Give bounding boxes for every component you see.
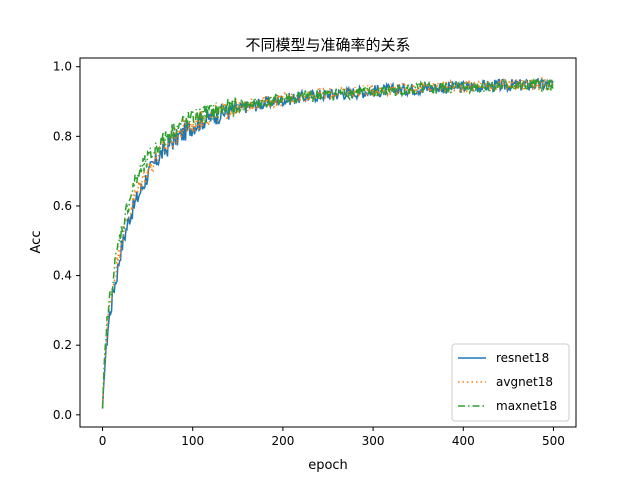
plot-area: 0 100 200 300 400 500 0.0 0.2 0.4 0.6 0.8 1.0 [53,57,577,448]
x-axis-label: epoch [308,458,348,473]
y-tick-label: 0.8 [53,129,72,143]
series-line-maxnet18 [101,77,554,409]
series-line-avgnet18 [101,76,554,405]
x-tick-label: 400 [452,434,475,448]
y-tick-label: 0.6 [53,199,72,213]
x-tick-label: 200 [271,434,294,448]
legend-label-avgnet18: avgnet18 [496,375,553,389]
y-tick-label: 0.4 [53,269,72,283]
legend: resnet18 avgnet18 maxnet18 [451,343,570,422]
plot-frame [79,57,577,428]
y-axis-label: Acc [29,231,44,254]
y-tick-label: 0.0 [53,408,72,422]
x-tick-label: 300 [362,434,385,448]
chart-title: 不同模型与准确率的关系 [245,36,410,54]
legend-box [451,343,570,422]
y-tick-label: 0.2 [53,338,72,352]
series-line-resnet18 [101,77,554,409]
legend-label-resnet18: resnet18 [496,351,549,365]
x-tick-label: 100 [181,434,204,448]
legend-label-maxnet18: maxnet18 [496,399,557,413]
x-tick-label: 0 [99,434,107,448]
y-tick-label: 1.0 [53,60,72,74]
x-tick-label: 500 [542,434,565,448]
